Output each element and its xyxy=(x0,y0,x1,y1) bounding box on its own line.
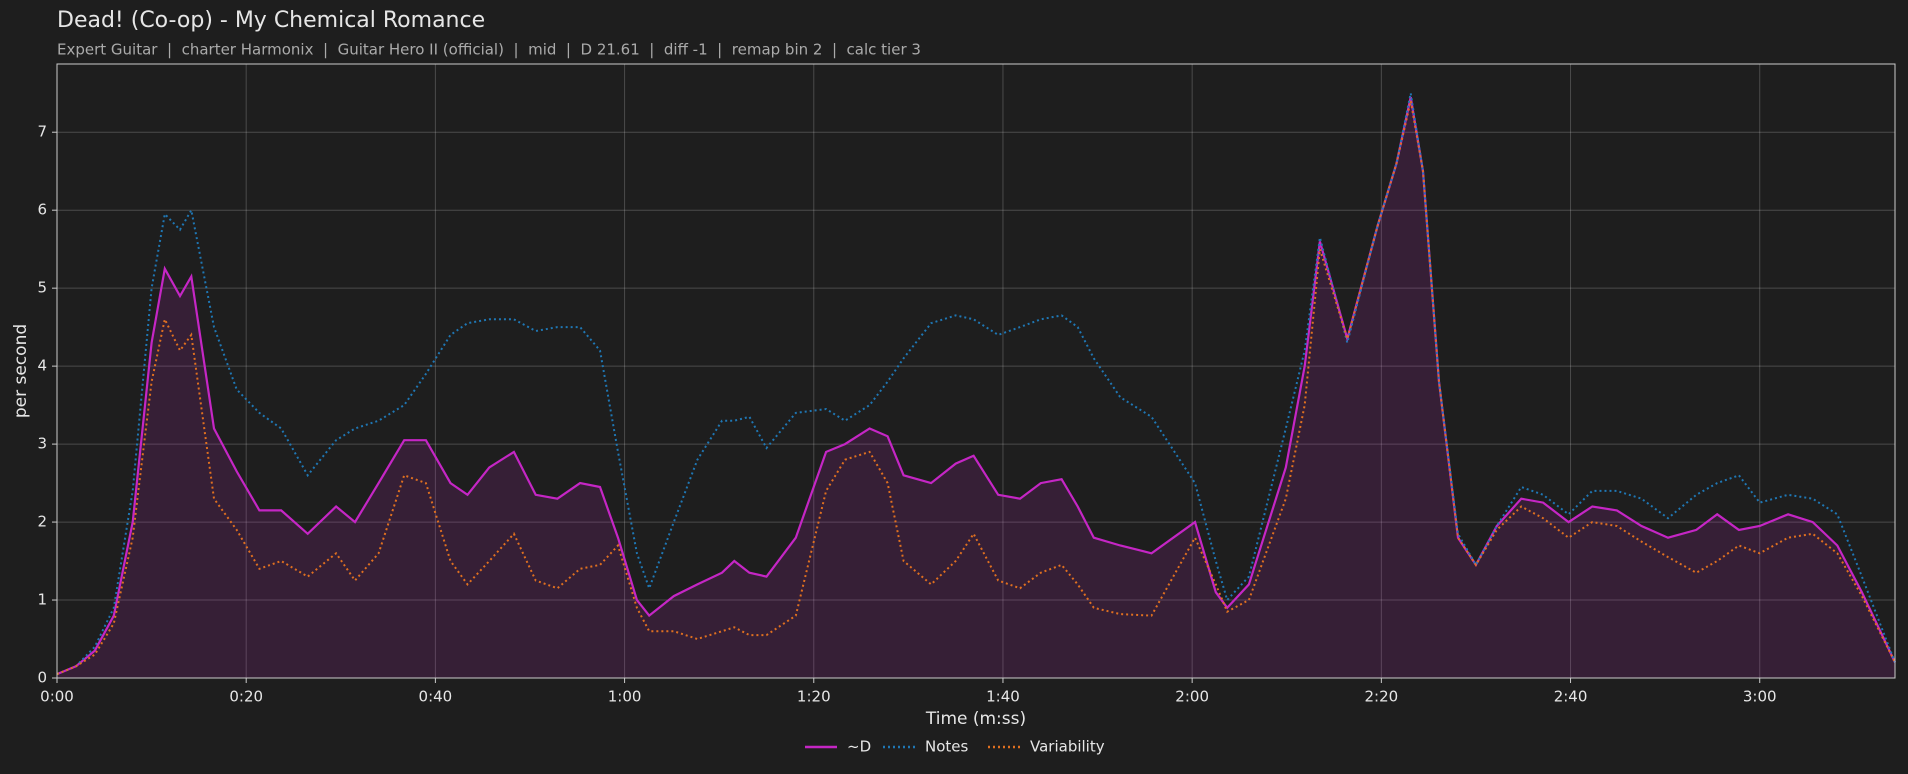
x-tick-label: 1:20 xyxy=(797,688,831,706)
area xyxy=(57,97,1895,679)
x-tick-label: 0:20 xyxy=(229,688,263,706)
x-tick-label: 1:40 xyxy=(986,688,1020,706)
plot-area xyxy=(57,64,1895,678)
y-tick-label: 0 xyxy=(37,669,47,687)
legend-label: ~D xyxy=(847,738,871,756)
series-line xyxy=(56,100,1896,676)
y-tick-label: 6 xyxy=(37,201,47,219)
x-axis-label: Time (m:ss) xyxy=(925,709,1026,729)
y-tick-label: 7 xyxy=(37,123,47,141)
y-axis-label: per second xyxy=(11,324,31,418)
x-tick-label: 2:20 xyxy=(1365,688,1399,706)
x-tick-label: 2:00 xyxy=(1175,688,1209,706)
chart-subtitle: Expert Guitar | charter Harmonix | Guita… xyxy=(57,41,921,59)
x-tick-label: 3:00 xyxy=(1743,688,1777,706)
x-tick-label: 0:40 xyxy=(419,688,453,706)
x-tick-label: 1:00 xyxy=(608,688,642,706)
y-tick-label: 3 xyxy=(37,435,47,453)
series-line xyxy=(56,96,1896,676)
legend-label: Notes xyxy=(925,738,969,756)
series-line xyxy=(56,93,1896,676)
plot-frame xyxy=(56,63,1896,679)
x-tick-label: 2:40 xyxy=(1554,688,1588,706)
y-tick-label: 5 xyxy=(37,279,47,297)
y-tick-label: 1 xyxy=(37,591,47,609)
x-tick-label: 0:00 xyxy=(40,688,74,706)
y-tick-label: 4 xyxy=(37,357,47,375)
y-tick-label: 2 xyxy=(37,513,47,531)
legend-label: Variability xyxy=(1030,738,1105,756)
chart-title: Dead! (Co-op) - My Chemical Romance xyxy=(57,8,485,33)
